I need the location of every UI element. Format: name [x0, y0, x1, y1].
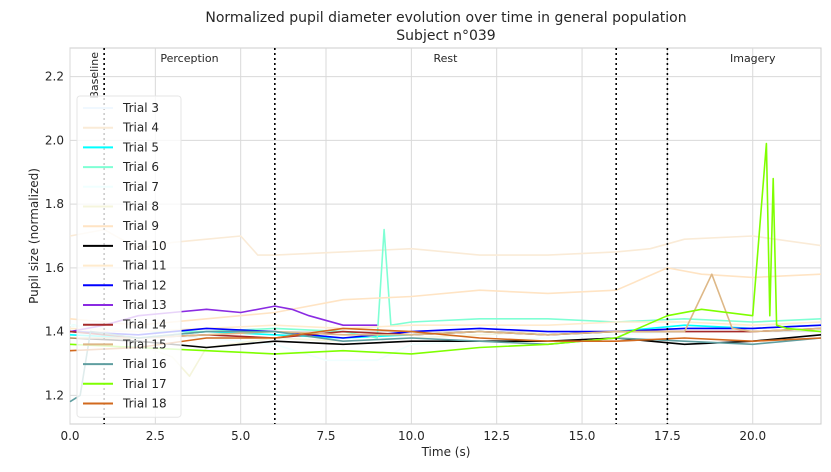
- x-tick-label: 0.0: [60, 429, 79, 443]
- legend-label: Trial 15: [122, 337, 167, 351]
- x-tick-label: 12.5: [483, 429, 510, 443]
- y-tick-label: 2.2: [45, 70, 64, 84]
- series-line: [69, 228, 822, 339]
- y-tick-label: 1.2: [45, 388, 64, 402]
- legend-label: Trial 17: [122, 377, 167, 391]
- phase-label: Imagery: [730, 52, 776, 65]
- tick-labels: 0.0 2.5 5.0 7.5 10.0 12.5 15.0 17.5 20.0 1.2 1.4 1.…: [45, 70, 766, 443]
- x-tick-label: 10.0: [398, 429, 425, 443]
- legend-box: [76, 95, 182, 418]
- series-line: [69, 327, 822, 352]
- legend-label: Trial 10: [122, 239, 167, 253]
- x-tick-label: 20.0: [739, 429, 766, 443]
- legend-label: Trial 5: [122, 140, 159, 154]
- y-tick-label: 1.6: [45, 261, 64, 275]
- legend-label: Trial 8: [122, 200, 159, 214]
- y-tick-label: 1.4: [45, 325, 64, 339]
- x-tick-label: 7.5: [316, 429, 335, 443]
- legend-label: Trial 14: [122, 318, 167, 332]
- legend-label: Trial 18: [122, 397, 167, 411]
- legend-label: Trial 9: [122, 219, 159, 233]
- x-tick-label: 15.0: [569, 429, 596, 443]
- chart-title: Normalized pupil diameter evolution over…: [205, 10, 686, 26]
- x-tick-label: 17.5: [654, 429, 681, 443]
- legend: Trial 3 Trial 4 Trial 5 Trial 6 Trial 7 Trial…: [76, 95, 182, 418]
- series-line: [69, 324, 822, 339]
- series-line: [69, 267, 822, 327]
- legend-label: Trial 3: [122, 101, 159, 115]
- legend-label: Trial 7: [122, 180, 159, 194]
- legend-label: Trial 4: [122, 121, 159, 135]
- phase-label: Rest: [434, 52, 459, 65]
- x-axis-label: Time (s): [421, 445, 471, 459]
- phase-label: Perception: [160, 52, 218, 65]
- chart-subtitle: Subject n°039: [396, 28, 495, 44]
- x-tick-label: 5.0: [231, 429, 250, 443]
- series-line: [70, 273, 822, 339]
- y-axis-label: Pupil size (normalized): [27, 168, 41, 304]
- legend-label: Trial 16: [122, 357, 167, 371]
- legend-label: Trial 11: [122, 259, 167, 273]
- x-tick-label: 2.5: [146, 429, 165, 443]
- legend-label: Trial 6: [122, 160, 159, 174]
- phase-label: Baseline: [88, 52, 101, 99]
- y-tick-label: 2.0: [45, 133, 64, 147]
- y-tick-label: 1.8: [45, 197, 64, 211]
- series-line: [69, 334, 822, 349]
- phase-markers: Baseline Perception Rest Imagery: [88, 48, 776, 424]
- series-line: [69, 142, 822, 355]
- plot-area: [69, 47, 822, 425]
- legend-label: Trial 12: [122, 278, 167, 292]
- legend-label: Trial 13: [122, 298, 167, 312]
- grid: [69, 48, 821, 424]
